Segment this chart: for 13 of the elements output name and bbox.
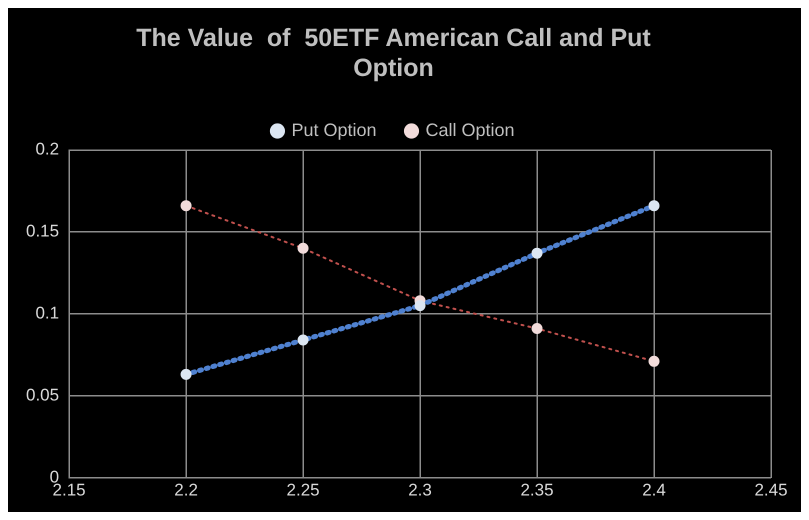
x-tick-label: 2.35	[520, 480, 554, 500]
legend-label: Call Option	[426, 120, 515, 140]
y-tick-label: 0.2	[35, 140, 60, 159]
y-tick-label: 0.1	[35, 303, 60, 322]
x-tick-label: 2.4	[642, 480, 666, 500]
x-tick-label: 2.3	[408, 480, 432, 500]
x-tick-label: 2.25	[286, 480, 320, 500]
x-tick-label: 2.2	[174, 480, 198, 500]
x-tick-label: 2.45	[754, 480, 788, 500]
legend-label: Put Option	[291, 120, 377, 140]
y-tick-label: 0.05	[26, 385, 60, 404]
chart-title: The Value of 50ETF American Call and Put Option	[136, 24, 652, 82]
y-tick-label: 0.15	[26, 222, 60, 241]
